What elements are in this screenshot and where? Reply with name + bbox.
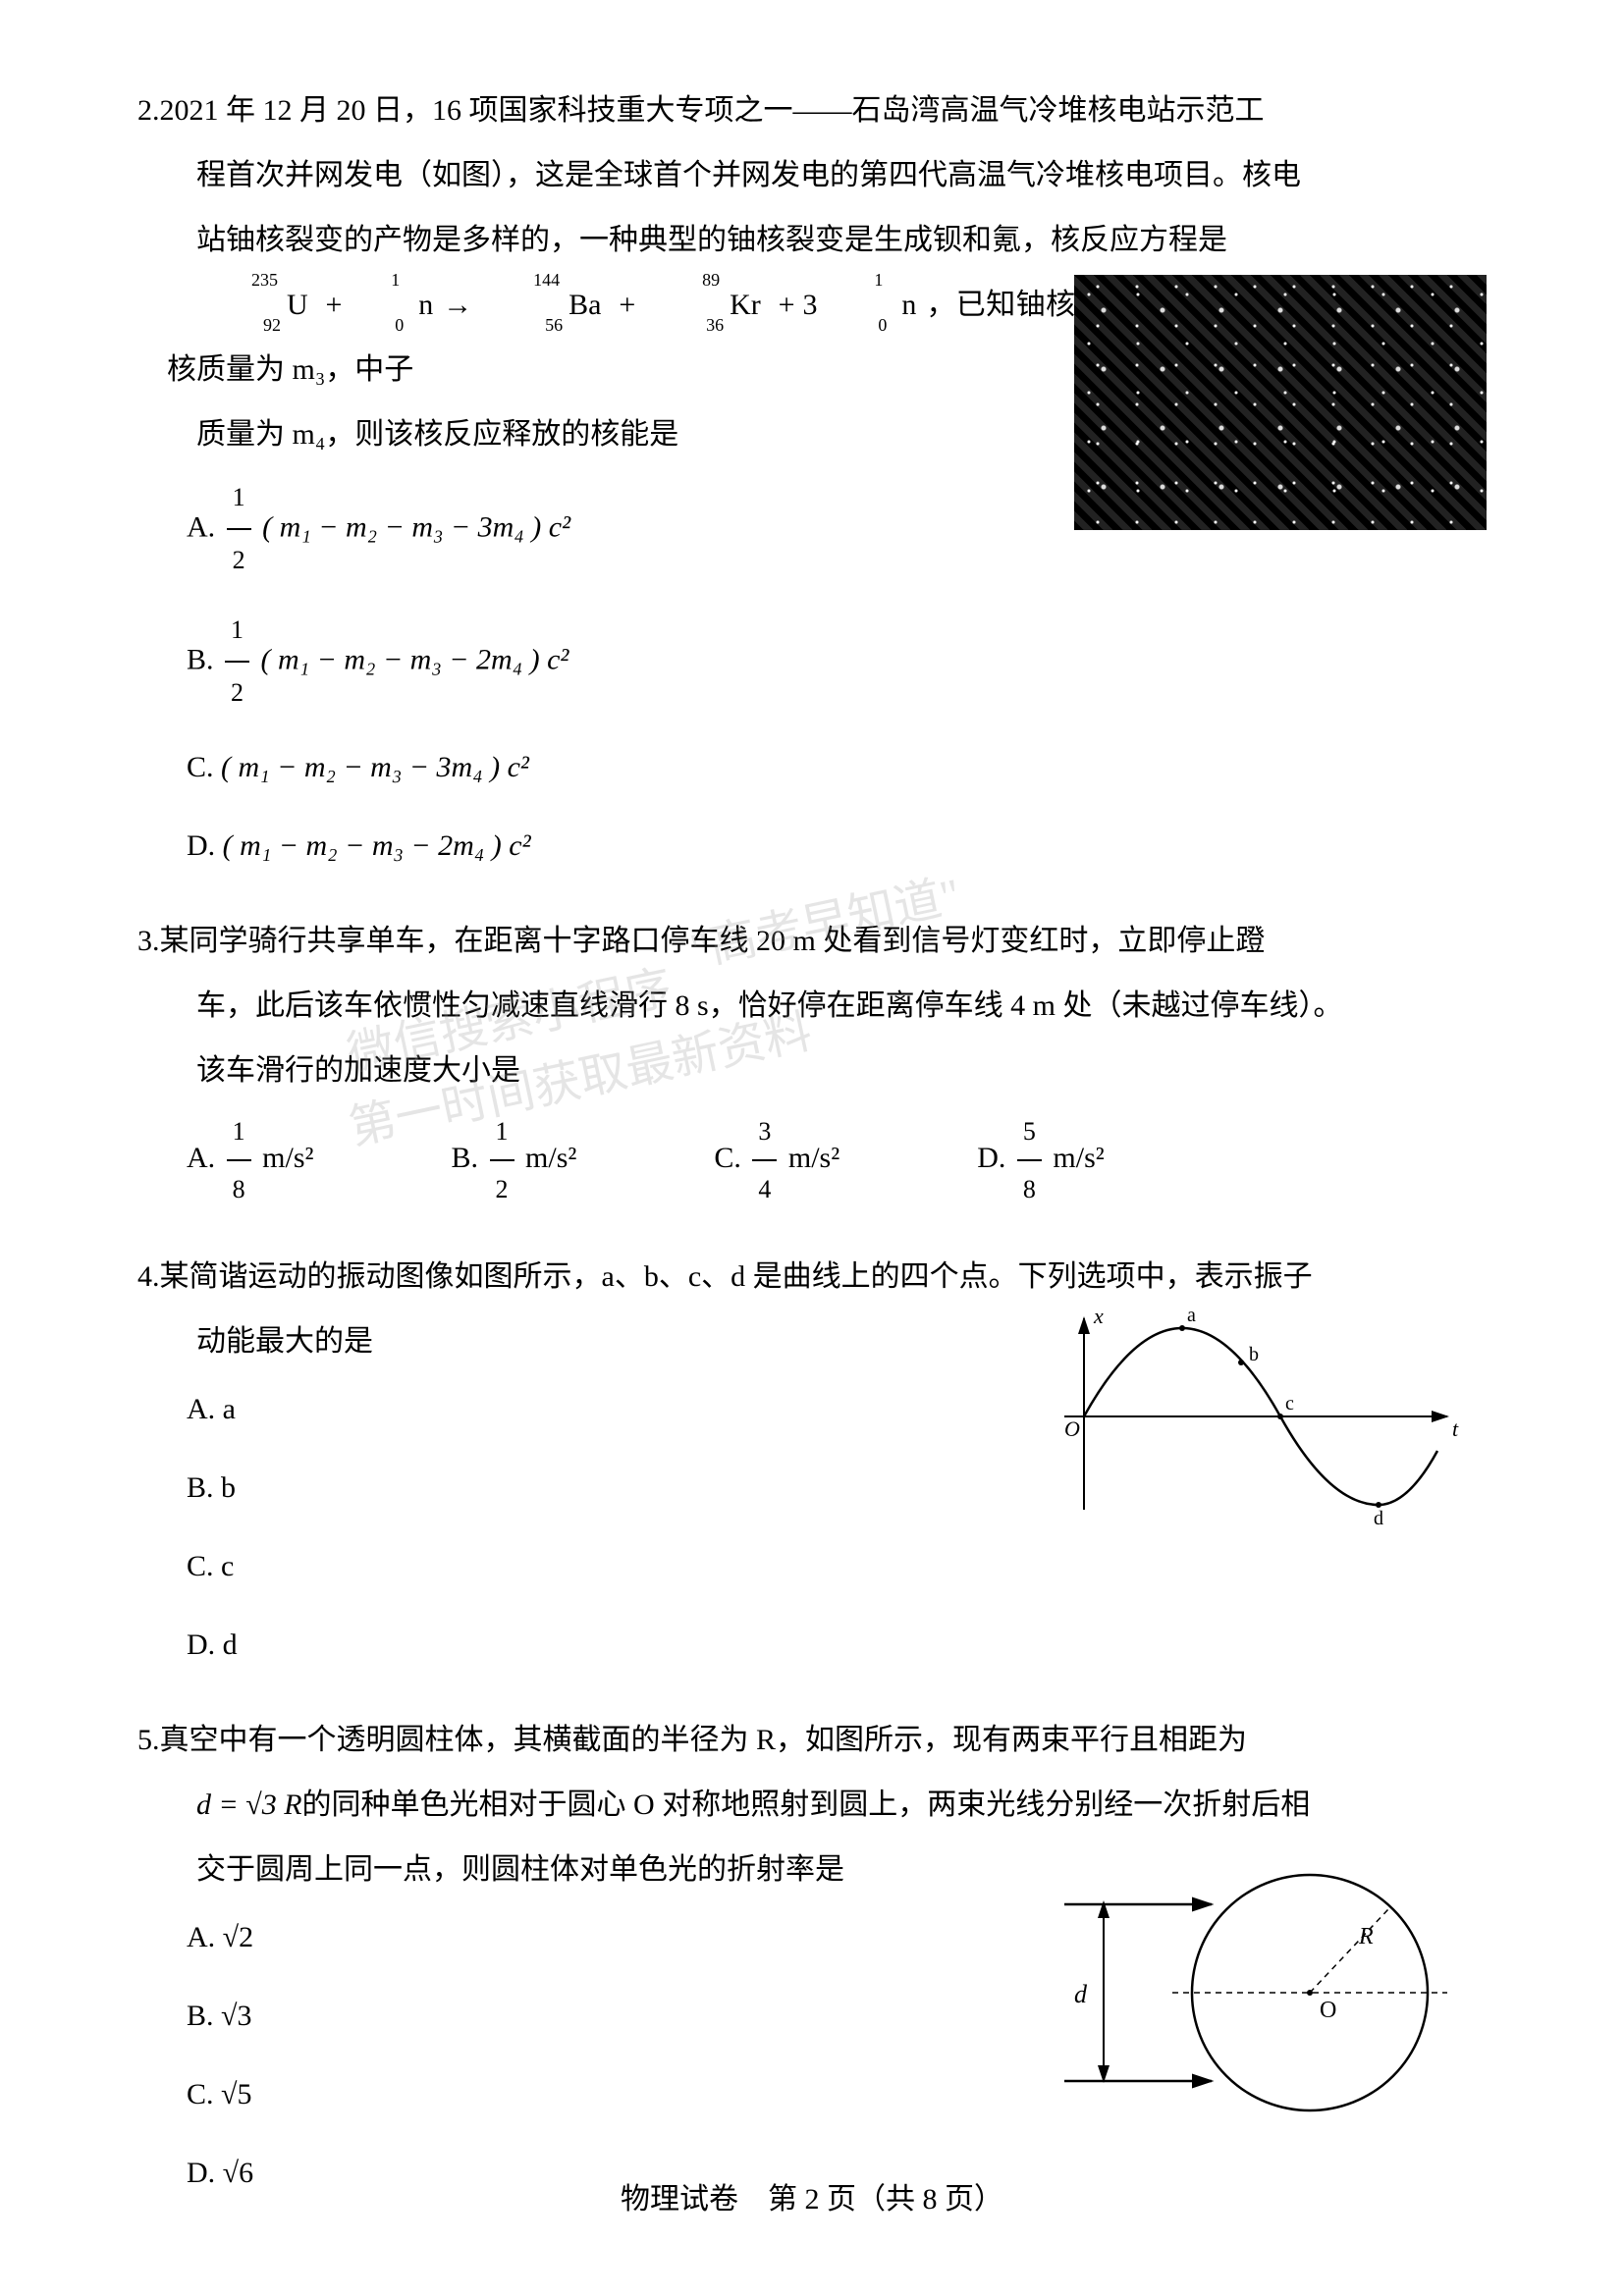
q3-option-A: A. 18 m/s² [187, 1103, 314, 1217]
nuclide-Ba: 14456Ba [510, 273, 601, 338]
q4-stem: 4.某简谐运动的振动图像如图所示，a、b、c、d 是曲线上的四个点。下列选项中，… [137, 1245, 1487, 1309]
axis-y-label: x [1093, 1304, 1104, 1328]
question-3: 3.某同学骑行共享单车，在距离十字路口停车线 20 m 处看到信号灯变红时，立即… [137, 909, 1487, 1217]
axis-x-label: t [1452, 1416, 1459, 1441]
q4-sine-diagram: x t O a b c d [1035, 1304, 1467, 1529]
R-label: R [1358, 1924, 1374, 1949]
fraction: 12 [225, 600, 249, 724]
q4-number: 4. [137, 1260, 160, 1293]
q4-option-D: D. d [187, 1610, 1487, 1681]
q3-number: 3. [137, 925, 160, 957]
q3-stem: 3.某同学骑行共享单车，在距离十字路口停车线 20 m 处看到信号灯变红时，立即… [137, 909, 1487, 974]
point-a: a [1187, 1305, 1196, 1326]
question-4: 4.某简谐运动的振动图像如图所示，a、b、c、d 是曲线上的四个点。下列选项中，… [137, 1245, 1487, 1681]
fraction: 12 [227, 467, 251, 592]
question-2: 2.2021 年 12 月 20 日，16 项国家科技重大专项之一——石岛湾高温… [137, 79, 1487, 881]
O-label: O [1320, 1998, 1336, 2023]
nuclide-U: 23592U [228, 273, 308, 338]
q2-photo [1074, 275, 1487, 530]
q3-option-D: D. 58 m/s² [977, 1103, 1105, 1217]
q5-number: 5. [137, 1724, 160, 1756]
point-b: b [1249, 1344, 1259, 1365]
q2-option-B: B. 12 ( m₁ − m₂ − m₃ − 2m₄ ) c² [187, 600, 1487, 724]
q5-circle-diagram: O R d [1035, 1845, 1467, 2140]
q4-option-C: C. c [187, 1531, 1487, 1602]
d-label: d [1074, 1980, 1088, 2008]
q2-option-D: D. ( m₁ − m₂ − m₃ − 2m₄ ) c² [187, 811, 1487, 881]
question-5: 5.真空中有一个透明圆柱体，其横截面的半径为 R，如图所示，现有两束平行且相距为… [137, 1708, 1487, 2209]
origin-label: O [1064, 1416, 1080, 1441]
q2-line1: 2021 年 12 月 20 日，16 项国家科技重大专项之一——石岛湾高温气冷… [160, 94, 1265, 127]
q2-number: 2. [137, 94, 160, 127]
q2-line2: 程首次并网发电（如图），这是全球首个并网发电的第四代高温气冷堆核电项目。核电 [137, 143, 1487, 208]
q3-option-B: B. 12 m/s² [452, 1103, 577, 1217]
q3-option-C: C. 34 m/s² [714, 1103, 839, 1217]
q3-options: A. 18 m/s² B. 12 m/s² C. 34 m/s² D. 58 m… [137, 1103, 1487, 1217]
nuclide-Kr: 8936Kr [671, 273, 761, 338]
nuclide-n2: 10n [842, 273, 916, 338]
q2-stem: 2.2021 年 12 月 20 日，16 项国家科技重大专项之一——石岛湾高温… [137, 79, 1487, 143]
q2-option-C: C. ( m₁ − m₂ − m₃ − 3m₄ ) c² [187, 732, 1487, 803]
point-c: c [1285, 1393, 1294, 1415]
page-footer: 物理试卷 第 2 页（共 8 页） [0, 2174, 1624, 2217]
point-d: d [1374, 1508, 1383, 1529]
q5-stem: 5.真空中有一个透明圆柱体，其横截面的半径为 R，如图所示，现有两束平行且相距为 [137, 1708, 1487, 1773]
nuclide-n1: 10n [359, 273, 433, 338]
